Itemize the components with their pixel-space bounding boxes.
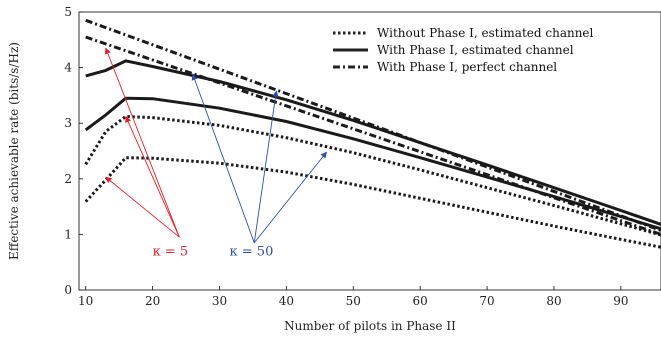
series-line-dashdot-kappa-5 xyxy=(85,35,661,236)
series-line-dotted-kappa-5 xyxy=(84,156,661,249)
y-axis-title: Effective achievable rate (bits/s/Hz) xyxy=(7,42,21,260)
x-tick-label: 90 xyxy=(613,294,628,308)
y-tick-label: 0 xyxy=(64,283,72,297)
legend: Without Phase I, estimated channel With … xyxy=(326,14,621,78)
x-axis-title: Number of pilots in Phase II xyxy=(284,319,456,333)
y-axis: 0 1 2 3 4 5 xyxy=(64,5,83,297)
series-line-solid-kappa-5 xyxy=(84,96,661,231)
x-tick-label: 50 xyxy=(346,294,361,308)
annotation-label: κ = 50 xyxy=(230,245,274,260)
x-tick-label: 80 xyxy=(546,294,561,308)
annotation-arrow xyxy=(125,115,180,238)
x-tick-label: 60 xyxy=(413,294,428,308)
annotation-arrow xyxy=(105,176,180,238)
y-tick-label: 5 xyxy=(64,5,72,19)
annotation-arrow xyxy=(104,47,180,238)
y-tick-label: 3 xyxy=(64,116,72,130)
x-tick-label: 20 xyxy=(145,294,160,308)
y-tick-label: 2 xyxy=(64,172,72,186)
series-lines xyxy=(84,18,661,249)
annotation-arrow xyxy=(253,151,327,244)
x-tick-label: 30 xyxy=(212,294,227,308)
x-tick-label: 70 xyxy=(479,294,494,308)
x-tick-label: 40 xyxy=(279,294,294,308)
legend-label-solid: With Phase I, estimated channel xyxy=(377,43,574,57)
legend-label-dashdot: With Phase I, perfect channel xyxy=(377,60,557,74)
y-tick-label: 1 xyxy=(64,227,72,241)
legend-box xyxy=(326,14,621,78)
annotation-arrow xyxy=(253,90,279,243)
legend-label-dotted: Without Phase I, estimated channel xyxy=(377,26,594,40)
annotations: κ = 5 κ = 50 xyxy=(104,47,327,260)
annotation-arrow xyxy=(191,73,255,243)
x-axis: 10 20 30 40 50 60 70 80 90 xyxy=(78,286,629,308)
x-tick-label: 10 xyxy=(78,294,93,308)
plot-area-frame xyxy=(78,11,661,291)
annotation-label: κ = 5 xyxy=(153,245,189,260)
y-tick-label: 4 xyxy=(64,61,72,75)
series-line-dashdot-kappa-50 xyxy=(85,18,661,232)
series-line-solid-kappa-50 xyxy=(85,59,661,226)
